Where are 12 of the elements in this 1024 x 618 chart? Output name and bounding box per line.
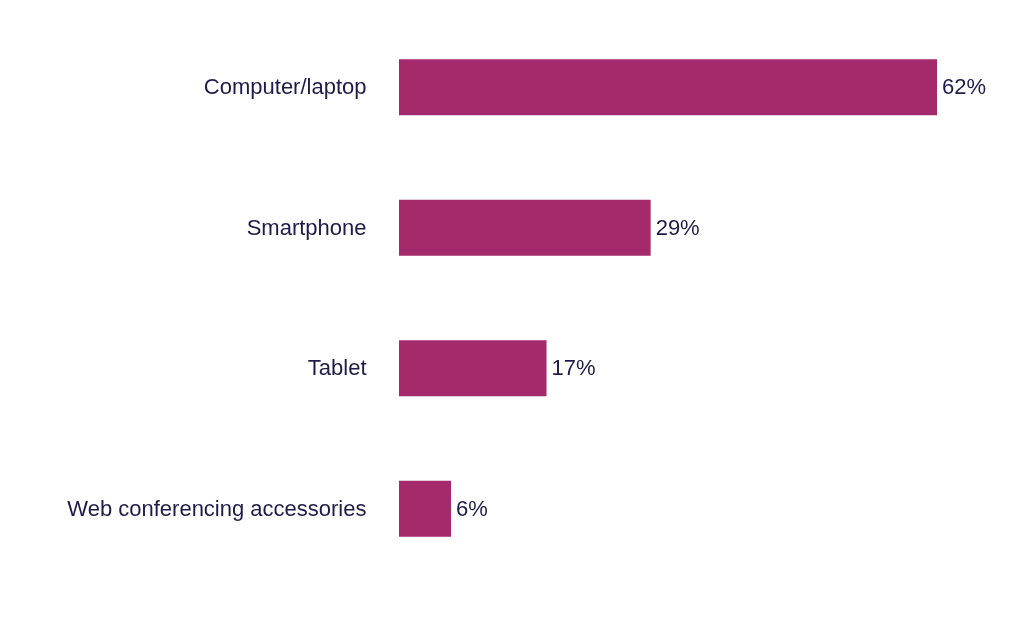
bar	[399, 199, 651, 256]
bar	[399, 340, 547, 397]
bar	[399, 59, 937, 116]
y-tick-label: Smartphone	[246, 214, 367, 240]
y-tick-label: Computer/laptop	[203, 74, 367, 100]
data-label: 17%	[551, 355, 596, 381]
y-tick-label: Web conferencing accessories	[67, 495, 367, 521]
y-tick-label: Tablet	[307, 355, 367, 381]
data-label: 29%	[655, 214, 700, 240]
bar	[399, 480, 452, 537]
data-label: 62%	[942, 74, 987, 100]
data-label: 6%	[456, 495, 488, 521]
